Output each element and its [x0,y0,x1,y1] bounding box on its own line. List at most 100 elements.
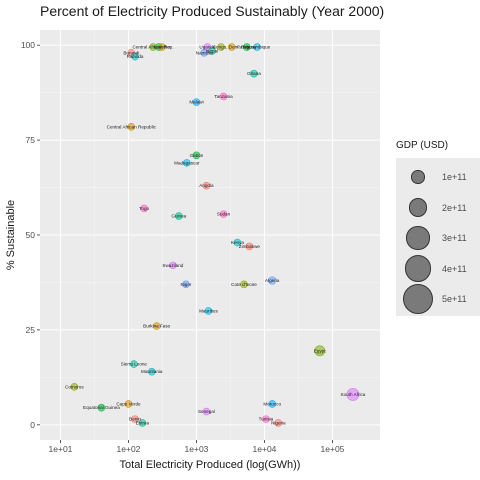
data-point [147,367,156,376]
data-point [262,415,270,423]
data-point-label: South Africa [341,392,366,397]
data-point-label: Sierra Leone [121,362,148,367]
legend-item: 5e+11 [396,284,480,314]
data-point-label: Central African Rep. [133,45,174,50]
data-point-label: Lesotho [154,45,171,50]
data-point-label: Mauritania [141,369,163,374]
data-point-label: Eritrea [136,420,150,425]
data-point-label: Mauritius [199,308,218,313]
data-point [169,261,177,270]
data-point [158,43,166,51]
legend-item: 3e+11 [396,223,480,253]
legend-key-panel: 1e+11 2e+11 3e+11 4e+11 5e+11 [396,158,480,316]
data-point-label: Comoros [65,384,84,389]
data-point-label: Togo [139,206,149,211]
x-tick-label: 1e+01 [49,444,73,454]
legend-item: 4e+11 [396,254,480,284]
x-tick-label: 1e+03 [185,444,209,454]
data-point-label: Madagascar [174,160,200,165]
grid-layer [40,30,380,440]
data-point-label: Uganda [199,45,216,50]
legend-item: 2e+11 [396,193,480,223]
data-point [268,400,277,408]
data-point-label: Senegal [198,409,215,414]
data-point [130,360,138,368]
legend-title: GDP (USD) [396,140,449,151]
data-point-label: Benin [129,417,141,422]
data-point-label: Rwanda [127,54,144,59]
y-tick-label: 50 [26,230,36,240]
points-layer [70,43,360,427]
data-point [274,419,283,427]
data-point [192,98,201,106]
x-tick-label: 1e+04 [253,444,277,454]
data-point [140,204,148,213]
data-point-label: Congo, Dem. Rep. [213,45,251,50]
data-point-label: Angola [199,183,214,188]
legend-key-circle [411,170,425,184]
data-point [124,400,133,408]
data-point [208,47,216,55]
data-point-label: Mozambique [244,45,271,50]
data-point [240,280,248,289]
data-point-label: Gabon [190,153,204,158]
legend-key-circle [404,255,432,282]
legend-key-circle [403,284,433,314]
data-point [182,159,191,167]
chart-title: Percent of Electricity Produced Sustaina… [40,3,385,19]
data-point [127,123,136,131]
legend-item-label: 4e+11 [442,263,467,274]
data-point-label: Niger [180,282,191,287]
data-point [268,276,277,285]
data-point [152,322,161,330]
data-point-label: Egypt [314,348,326,353]
data-point-label: Burkina Faso [143,324,171,329]
legend-item-label: 3e+11 [442,233,467,243]
y-tick-label: 25 [26,325,36,335]
data-point-label: Tanzania [214,94,233,99]
x-axis-title: Total Electricity Produced (log(GWh)) [120,459,301,471]
legend-item: 1e+11 [396,162,480,192]
data-point [192,151,201,160]
legend-key-circle [408,198,428,217]
data-point-label: Cote d'Ivoire [231,282,257,287]
legend-item-label: 5e+11 [442,294,467,304]
legend-item-label: 1e+11 [442,172,467,182]
legend-key-circle [406,226,430,250]
data-point-label: Malawi [189,100,203,105]
data-point [219,92,228,101]
data-point-label: Morocco [263,401,281,406]
data-point-label: Swaziland [162,263,183,268]
data-point [253,43,261,51]
data-point [217,43,225,51]
data-point-label: Tunisia [259,417,274,422]
data-point [138,419,147,427]
y-tick-label: 75 [26,135,36,145]
data-point-label: Equatorial Guinea [83,405,120,410]
data-point [200,48,209,57]
data-point [175,212,183,220]
data-point-label: Ghana [247,71,261,76]
y-axis-title: % Sustainable [5,200,17,270]
data-point [182,280,190,289]
data-point [245,242,254,251]
data-point [346,388,360,401]
data-point-label: Cape Verde [116,401,141,406]
data-point [97,403,106,412]
data-point-label: Nigeria [271,420,286,425]
data-point [233,238,242,247]
y-tick-label: 0 [30,420,35,430]
y-tick-label: 100 [21,40,35,50]
data-point-label: Nepal [206,48,218,53]
data-point [243,43,251,51]
data-point-label: Burundi [123,50,139,55]
data-point [131,52,139,61]
data-point-label: Kenya [231,240,244,245]
data-point [202,181,211,190]
x-tick-label: 1e+05 [321,444,345,454]
axis-layer: 1e+01 1e+02 1e+03 1e+04 1e+05 0 25 50 75 100 [21,40,345,454]
data-point-label: Guinea [171,214,186,219]
data-point-label: Paraguay [237,45,257,50]
